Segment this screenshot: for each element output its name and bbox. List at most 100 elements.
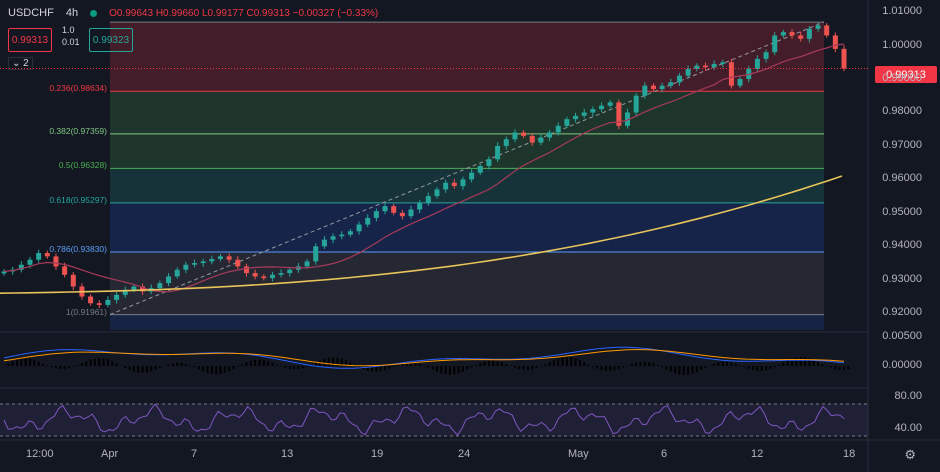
macd-histogram-bar	[730, 362, 733, 366]
quantity-display[interactable]: 1.0 0.01	[62, 24, 80, 48]
macd-histogram-bar	[306, 366, 309, 367]
candle-body	[217, 256, 223, 260]
macd-histogram-bar	[85, 361, 88, 366]
macd-histogram-bar	[89, 359, 92, 366]
macd-histogram-bar	[41, 363, 44, 366]
macd-histogram-bar	[189, 365, 192, 366]
macd-histogram-bar	[340, 358, 343, 366]
candle-body	[824, 25, 830, 36]
macd-histogram-bar	[652, 363, 655, 366]
macd-histogram-bar	[150, 366, 153, 372]
macd-histogram-bar	[314, 362, 317, 366]
candle-body	[313, 246, 319, 262]
macd-histogram-bar	[457, 366, 460, 374]
candle-body	[789, 32, 795, 36]
candle-body	[451, 182, 457, 187]
macd-histogram-bar	[202, 366, 205, 372]
price-axis-label: 0.96000	[882, 172, 922, 185]
macd-histogram-bar	[423, 365, 425, 366]
macd-histogram-bar	[293, 366, 296, 370]
fib-zone	[110, 314, 824, 330]
candle-body	[157, 283, 163, 289]
sell-button[interactable]: 0.99313	[8, 28, 52, 52]
price-axis-label: 0.97000	[882, 138, 922, 151]
macd-histogram-bar	[739, 365, 742, 366]
candle-body	[728, 62, 734, 86]
macd-histogram-bar	[319, 360, 322, 366]
candle-body	[720, 62, 726, 64]
buy-button[interactable]: 0.99323	[89, 28, 133, 52]
candle-body	[754, 58, 760, 69]
macd-histogram-bar	[734, 363, 737, 366]
macd-axis-label: 0.00500	[882, 330, 922, 342]
time-axis-label: Apr	[101, 448, 119, 460]
candle-body	[166, 276, 172, 284]
fib-level-label: 0.382(0.97359)	[49, 125, 107, 136]
macd-histogram-bar	[726, 361, 729, 366]
candle-body	[183, 264, 189, 270]
symbol-name[interactable]: USDCHF	[8, 7, 54, 19]
macd-histogram-bar	[522, 366, 525, 370]
macd-histogram-bar	[687, 366, 690, 375]
candle-body	[832, 35, 838, 49]
macd-histogram-bar	[682, 366, 685, 375]
candle-body	[590, 109, 596, 113]
macd-histogram-bar	[760, 366, 763, 371]
candle-body	[815, 25, 821, 29]
candle-body	[521, 132, 527, 136]
macd-histogram-bar	[591, 366, 594, 367]
macd-histogram-bar	[548, 362, 551, 366]
candle-body	[763, 52, 769, 59]
candle-body	[122, 289, 128, 295]
price-axis-label: 0.98000	[882, 105, 922, 118]
timeframe-label[interactable]: 4h	[65, 7, 79, 19]
indicators-collapse-button[interactable]: ⌄ 2	[8, 57, 33, 70]
macd-histogram-bar	[765, 366, 768, 371]
macd-histogram-bar	[245, 362, 248, 366]
candle-body	[806, 28, 812, 39]
macd-histogram-bar	[154, 366, 157, 370]
macd-histogram-bar	[98, 358, 101, 366]
candle-body	[252, 273, 258, 277]
macd-histogram-bar	[427, 366, 430, 368]
qty-top: 1.0	[62, 25, 75, 35]
candle-body	[1, 271, 7, 274]
macd-histogram-bar	[7, 363, 10, 366]
macd-histogram-bar	[808, 358, 811, 366]
macd-histogram-bar	[518, 366, 521, 369]
candle-body	[399, 212, 405, 217]
fib-zone	[110, 91, 824, 134]
macd-histogram-bar	[180, 363, 183, 366]
macd-histogram-bar	[284, 366, 287, 368]
macd-histogram-bar	[691, 366, 694, 374]
candle-body	[62, 266, 68, 275]
macd-histogram-bar	[323, 358, 326, 366]
current-price-tag: 0.99313	[875, 66, 937, 83]
macd-histogram-bar	[453, 366, 456, 375]
macd-histogram-bar	[46, 365, 49, 366]
macd-histogram-bar	[392, 366, 395, 367]
macd-histogram-bar	[834, 366, 837, 370]
macd-histogram-bar	[184, 363, 187, 366]
fib-zone	[110, 168, 824, 203]
candle-body	[616, 102, 622, 126]
macd-histogram-bar	[747, 366, 750, 369]
macd-histogram-bar	[786, 360, 789, 366]
candle-body	[226, 256, 232, 260]
candle-body	[373, 211, 379, 218]
candle-body	[243, 266, 249, 274]
macd-histogram-bar	[669, 366, 672, 372]
candle-body	[772, 35, 778, 53]
candle-body	[469, 172, 475, 180]
macd-histogram-bar	[193, 366, 196, 368]
macd-histogram-bar	[397, 365, 400, 366]
settings-gear-icon[interactable]: ⚙	[904, 447, 916, 462]
time-axis-label: 13	[281, 448, 294, 460]
candle-body	[88, 296, 94, 304]
change-value: −0.00327 (−0.33%)	[292, 7, 379, 19]
macd-histogram-bar	[405, 362, 408, 366]
time-axis-label: 19	[371, 448, 384, 460]
candle-body	[573, 115, 579, 120]
